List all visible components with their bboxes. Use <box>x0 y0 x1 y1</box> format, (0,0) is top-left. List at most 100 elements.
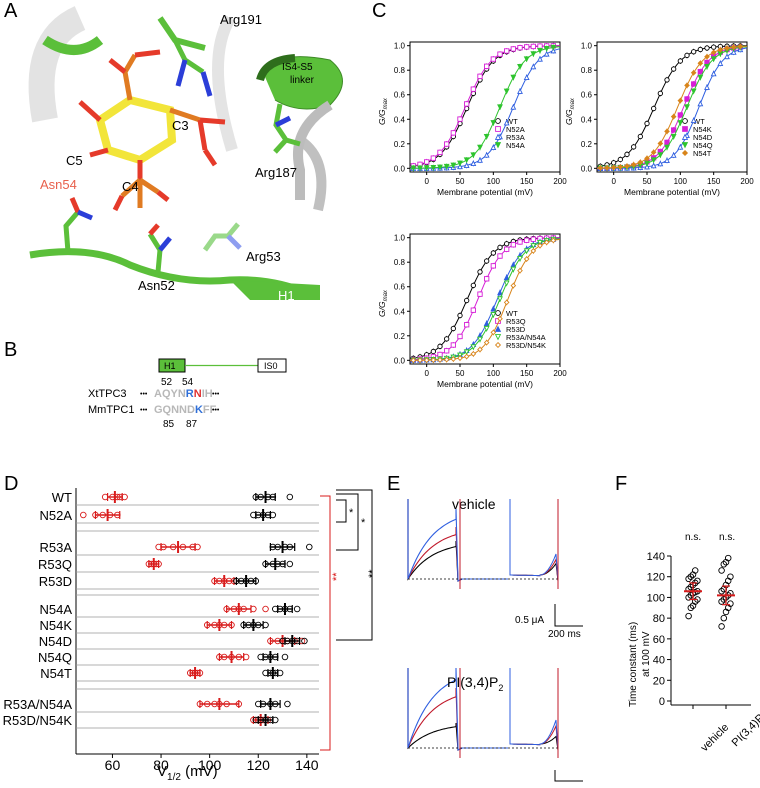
data-point <box>650 162 657 169</box>
legend-label: N54D <box>693 133 713 142</box>
data-point <box>417 357 423 364</box>
data-point <box>684 104 690 111</box>
data-point <box>724 45 730 51</box>
data-point <box>697 68 703 75</box>
asn52-label: Asn52 <box>138 278 175 293</box>
category-label: R53D/N54K <box>3 713 73 728</box>
data-point <box>490 120 497 126</box>
data-point <box>503 274 510 281</box>
mm-dots-right: ••• <box>212 407 220 414</box>
data-point <box>550 47 557 54</box>
data-point <box>306 543 313 551</box>
data-point <box>423 357 430 364</box>
data-point <box>664 128 670 135</box>
current-trace <box>509 668 559 751</box>
data-point <box>483 133 490 140</box>
y-tick-label: 0.0 <box>581 164 593 173</box>
data-point <box>457 355 463 361</box>
current-trace <box>509 499 559 582</box>
data-point <box>510 266 517 273</box>
data-point <box>450 162 457 169</box>
data-point <box>664 139 670 146</box>
x-tick-label: 100 <box>674 177 688 186</box>
legend-marker <box>495 310 501 316</box>
data-point <box>457 312 463 319</box>
data-point <box>718 587 725 595</box>
linker-label-2: linker <box>290 75 315 86</box>
scale-bar-2 <box>554 770 583 782</box>
legend-label: R53D/N54K <box>506 341 546 350</box>
data-point <box>657 140 664 147</box>
data-point <box>417 165 423 172</box>
data-point <box>444 348 450 354</box>
data-point <box>671 127 677 133</box>
x-tick-label: 50 <box>456 369 465 378</box>
legend-label: N54K <box>693 125 712 134</box>
x-axis-label: Membrane potential (mV) <box>437 379 533 389</box>
data-point <box>687 573 695 580</box>
data-point <box>463 157 470 164</box>
xt-num-54: 54 <box>182 377 194 388</box>
data-point <box>490 305 497 312</box>
data-point <box>664 144 670 151</box>
data-point <box>477 156 483 163</box>
data-point <box>477 73 483 79</box>
data-point <box>503 280 510 287</box>
legend-marker <box>681 133 689 140</box>
x-tick-label: 200 <box>740 177 754 186</box>
gv-chart-2: 0 50 100 150 200 0.0 0.2 0.4 0.6 0.8 1.0 Membrane p… <box>564 41 754 197</box>
legend-marker <box>494 133 502 140</box>
data-point <box>543 46 550 52</box>
y-tick-label: 0.0 <box>394 164 406 173</box>
data-point <box>597 165 604 171</box>
arg187-label: Arg187 <box>255 165 297 180</box>
series-fit-N54Q <box>597 46 748 169</box>
data-point <box>490 263 496 269</box>
x-tick-label: 150 <box>520 369 534 378</box>
category-label: R53A/N54A <box>3 697 72 712</box>
x-axis-label: Membrane potential (mV) <box>437 187 533 197</box>
current-trace <box>407 499 463 582</box>
data-point <box>644 120 650 127</box>
gv-chart-1: 0 50 100 150 200 0.0 0.2 0.4 0.6 0.8 1.0 Membrane p… <box>377 41 567 197</box>
data-point <box>530 236 536 242</box>
data-point <box>644 163 650 170</box>
panel-b: B H1 IS0 52 54 XtTPC3 AQYNRNIH ••• ••• M… <box>4 339 287 430</box>
sig-3: ** <box>367 569 379 578</box>
data-point <box>450 356 457 362</box>
data-point <box>644 155 650 162</box>
data-point <box>483 151 490 158</box>
y-tick-label: 1.0 <box>394 42 406 51</box>
data-point <box>550 44 557 51</box>
data-point <box>537 48 543 54</box>
data-point <box>685 575 692 583</box>
data-point <box>463 349 470 356</box>
x-tick-label: 100 <box>198 757 222 773</box>
data-point <box>517 88 523 94</box>
series-fit-N54K <box>597 46 748 169</box>
data-point <box>523 256 530 262</box>
xt-species: XtTPC3 <box>88 388 127 400</box>
data-point <box>464 322 470 328</box>
legend-label: R53A/N54A <box>506 333 546 342</box>
legend-label: N54A <box>506 141 525 150</box>
current-trace <box>407 499 463 582</box>
sig-2: * <box>361 517 366 529</box>
data-point <box>724 554 732 562</box>
panel-e-letter: E <box>387 473 400 495</box>
x-tick-label: 0 <box>424 177 429 186</box>
data-point <box>697 74 704 81</box>
legend-label: N52A <box>506 125 525 134</box>
data-point <box>543 239 550 246</box>
data-point <box>644 160 650 167</box>
data-point <box>537 55 543 62</box>
data-point <box>631 144 637 150</box>
y-tick-label: 0.6 <box>394 91 406 100</box>
x-axis-label: Membrane potential (mV) <box>624 187 720 197</box>
data-point <box>410 165 417 172</box>
data-point <box>443 356 450 363</box>
data-point <box>720 614 728 622</box>
legend-marker <box>494 142 502 149</box>
asn54-label: Asn54 <box>40 177 77 192</box>
